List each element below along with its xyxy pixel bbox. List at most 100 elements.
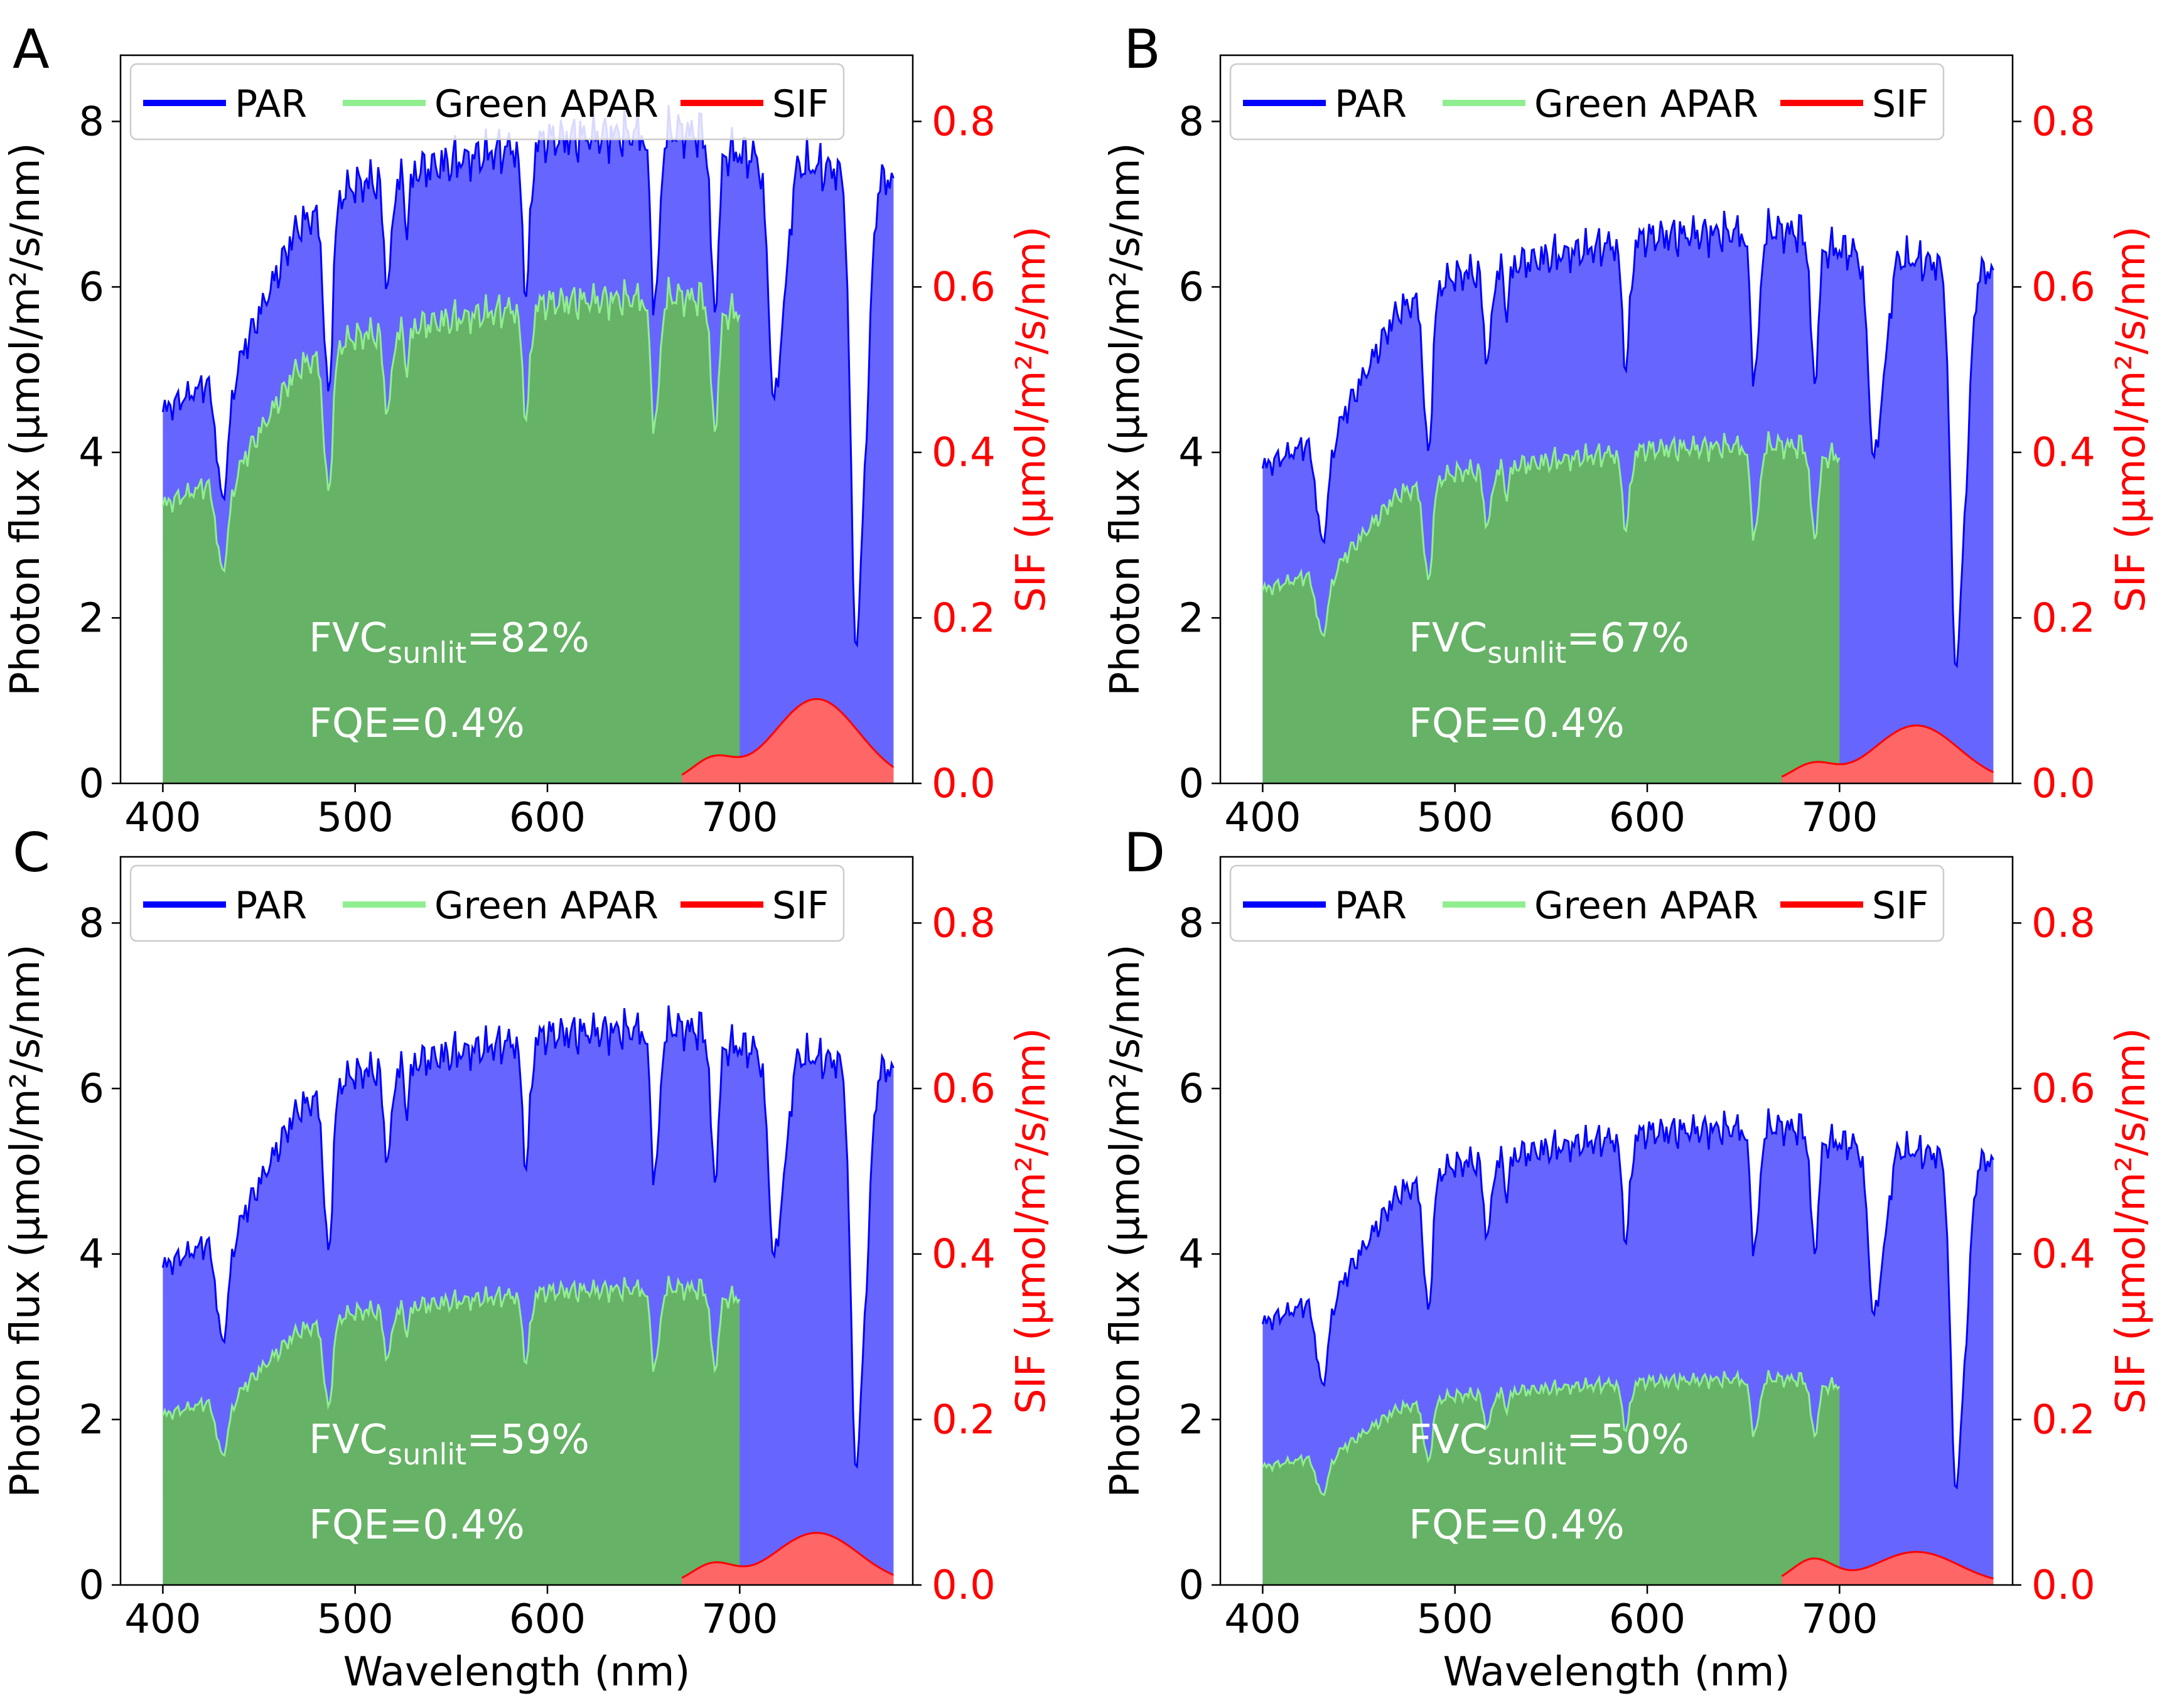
green-apar-area	[163, 1276, 740, 1585]
y2-tick-label: 0.6	[2031, 264, 2095, 311]
y-tick-label: 4	[78, 430, 104, 476]
sif-line	[681, 1532, 895, 1579]
y-tick-label: 8	[1178, 99, 1204, 145]
green-apar-line	[161, 276, 741, 573]
fqe-annotation: FQE=0.4%	[309, 701, 525, 747]
x-tick-label: 400	[1224, 1596, 1301, 1643]
y2-tick-label: 0.8	[2031, 900, 2095, 947]
sif-area	[682, 1533, 894, 1585]
x-axis-label: Wavelength (nm)	[343, 1649, 691, 1695]
legend-label-1: Green APAR	[434, 82, 659, 126]
y2-tick-label: 0.4	[932, 430, 996, 476]
y-tick-label: 2	[78, 1397, 104, 1443]
legend-label-0: PAR	[235, 884, 307, 928]
legend-label-2: SIF	[1872, 884, 1928, 928]
sif-line	[681, 697, 895, 776]
par-line	[1261, 208, 1994, 669]
y2-axis-label: SIF (µmol/m²/s/nm)	[2108, 1028, 2154, 1414]
y2-tick-label: 0.8	[932, 99, 996, 145]
y2-tick-label: 0.2	[932, 595, 996, 642]
y2-tick-label: 0.0	[2031, 761, 2095, 807]
y-axis-label: Photon flux (µmol/m²/s/nm)	[1102, 142, 1149, 696]
x-axis-label: Wavelength (nm)	[1443, 1649, 1790, 1695]
legend-label-2: SIF	[1872, 82, 1928, 126]
plot-frame	[1219, 54, 2014, 785]
legend-label-1: Green APAR	[434, 884, 659, 928]
y-tick-label: 2	[78, 595, 104, 642]
y2-tick-label: 0.4	[932, 1232, 996, 1278]
x-tick-label: 500	[317, 795, 394, 841]
panel-label: C	[13, 822, 50, 884]
y-tick-label: 0	[1178, 1562, 1204, 1609]
legend-box	[1229, 63, 1945, 141]
y-tick-label: 4	[1178, 1232, 1204, 1278]
y2-tick-label: 0.6	[932, 1066, 996, 1112]
legend-label-2: SIF	[772, 82, 829, 126]
panel-label: A	[13, 18, 50, 81]
y2-tick-label: 0.8	[932, 900, 996, 947]
x-tick-label: 600	[1609, 795, 1686, 841]
plot-frame	[1219, 856, 2014, 1586]
sif-area	[1782, 1552, 1994, 1585]
fvc-annotation: FVCsunlit=59%	[309, 1417, 589, 1471]
fqe-annotation: FQE=0.4%	[1409, 701, 1625, 747]
y2-tick-label: 0.0	[2031, 1562, 2095, 1609]
legend-box	[1229, 864, 1945, 942]
legend-box	[129, 864, 845, 942]
y-tick-label: 0	[1178, 761, 1204, 807]
y2-tick-label: 0.0	[932, 761, 996, 807]
y-tick-label: 2	[1178, 595, 1204, 642]
fqe-annotation: FQE=0.4%	[309, 1502, 525, 1549]
x-tick-label: 700	[701, 1596, 778, 1643]
y2-tick-label: 0.4	[2031, 1232, 2095, 1278]
par-line	[161, 105, 895, 648]
x-tick-label: 400	[124, 795, 201, 841]
y-tick-label: 6	[1178, 1066, 1204, 1112]
y2-tick-label: 0.6	[932, 264, 996, 311]
par-line	[1261, 1108, 1994, 1490]
sif-area	[682, 699, 894, 783]
x-tick-label: 600	[509, 1596, 586, 1643]
plot-frame	[119, 54, 914, 785]
legend-label-0: PAR	[235, 82, 307, 126]
y2-tick-label: 0.2	[932, 1397, 996, 1443]
y2-axis-label: SIF (µmol/m²/s/nm)	[1008, 226, 1055, 613]
legend: PAR Green APAR SIF	[1229, 63, 1945, 141]
y2-axis-label: SIF (µmol/m²/s/nm)	[1008, 1028, 1055, 1414]
y-tick-label: 4	[1178, 430, 1204, 476]
sif-line	[1781, 1550, 1994, 1580]
panel-label: B	[1124, 18, 1161, 81]
y-tick-label: 8	[1178, 900, 1204, 947]
y-tick-label: 0	[78, 1562, 104, 1609]
sif-area	[1782, 725, 1994, 783]
chart-panel-C: 400 500 600 700 0 2 4 6 8 0.0 0.2 0.4 0.6 0.8 Photon f…	[3, 822, 1055, 1695]
legend-label-2: SIF	[772, 884, 829, 928]
x-tick-label: 400	[124, 1596, 201, 1643]
y-tick-label: 6	[1178, 264, 1204, 311]
y-tick-label: 6	[78, 1066, 104, 1112]
legend: PAR Green APAR SIF	[129, 63, 845, 141]
y-tick-label: 6	[78, 264, 104, 311]
y2-tick-label: 0.2	[2031, 1397, 2095, 1443]
y-tick-label: 2	[1178, 1397, 1204, 1443]
sif-line	[1781, 724, 1994, 778]
legend: PAR Green APAR SIF	[1229, 864, 1945, 942]
y-tick-label: 0	[78, 761, 104, 807]
fvc-annotation: FVCsunlit=67%	[1409, 615, 1689, 670]
y-tick-label: 8	[78, 900, 104, 947]
y2-tick-label: 0.2	[2031, 595, 2095, 642]
green-apar-area	[1262, 1370, 1840, 1585]
green-apar-line	[1262, 1369, 1841, 1496]
legend-label-0: PAR	[1335, 884, 1407, 928]
x-tick-label: 500	[317, 1596, 394, 1643]
y-axis-label: Photon flux (µmol/m²/s/nm)	[1102, 944, 1149, 1497]
legend-label-0: PAR	[1335, 82, 1407, 126]
x-tick-label: 700	[1801, 1596, 1878, 1643]
y-axis-label: Photon flux (µmol/m²/s/nm)	[3, 944, 49, 1497]
legend-label-1: Green APAR	[1534, 884, 1758, 928]
par-line	[161, 1005, 895, 1469]
fvc-annotation: FVCsunlit=50%	[1409, 1417, 1689, 1471]
x-tick-label: 400	[1224, 795, 1301, 841]
x-tick-label: 500	[1417, 795, 1493, 841]
